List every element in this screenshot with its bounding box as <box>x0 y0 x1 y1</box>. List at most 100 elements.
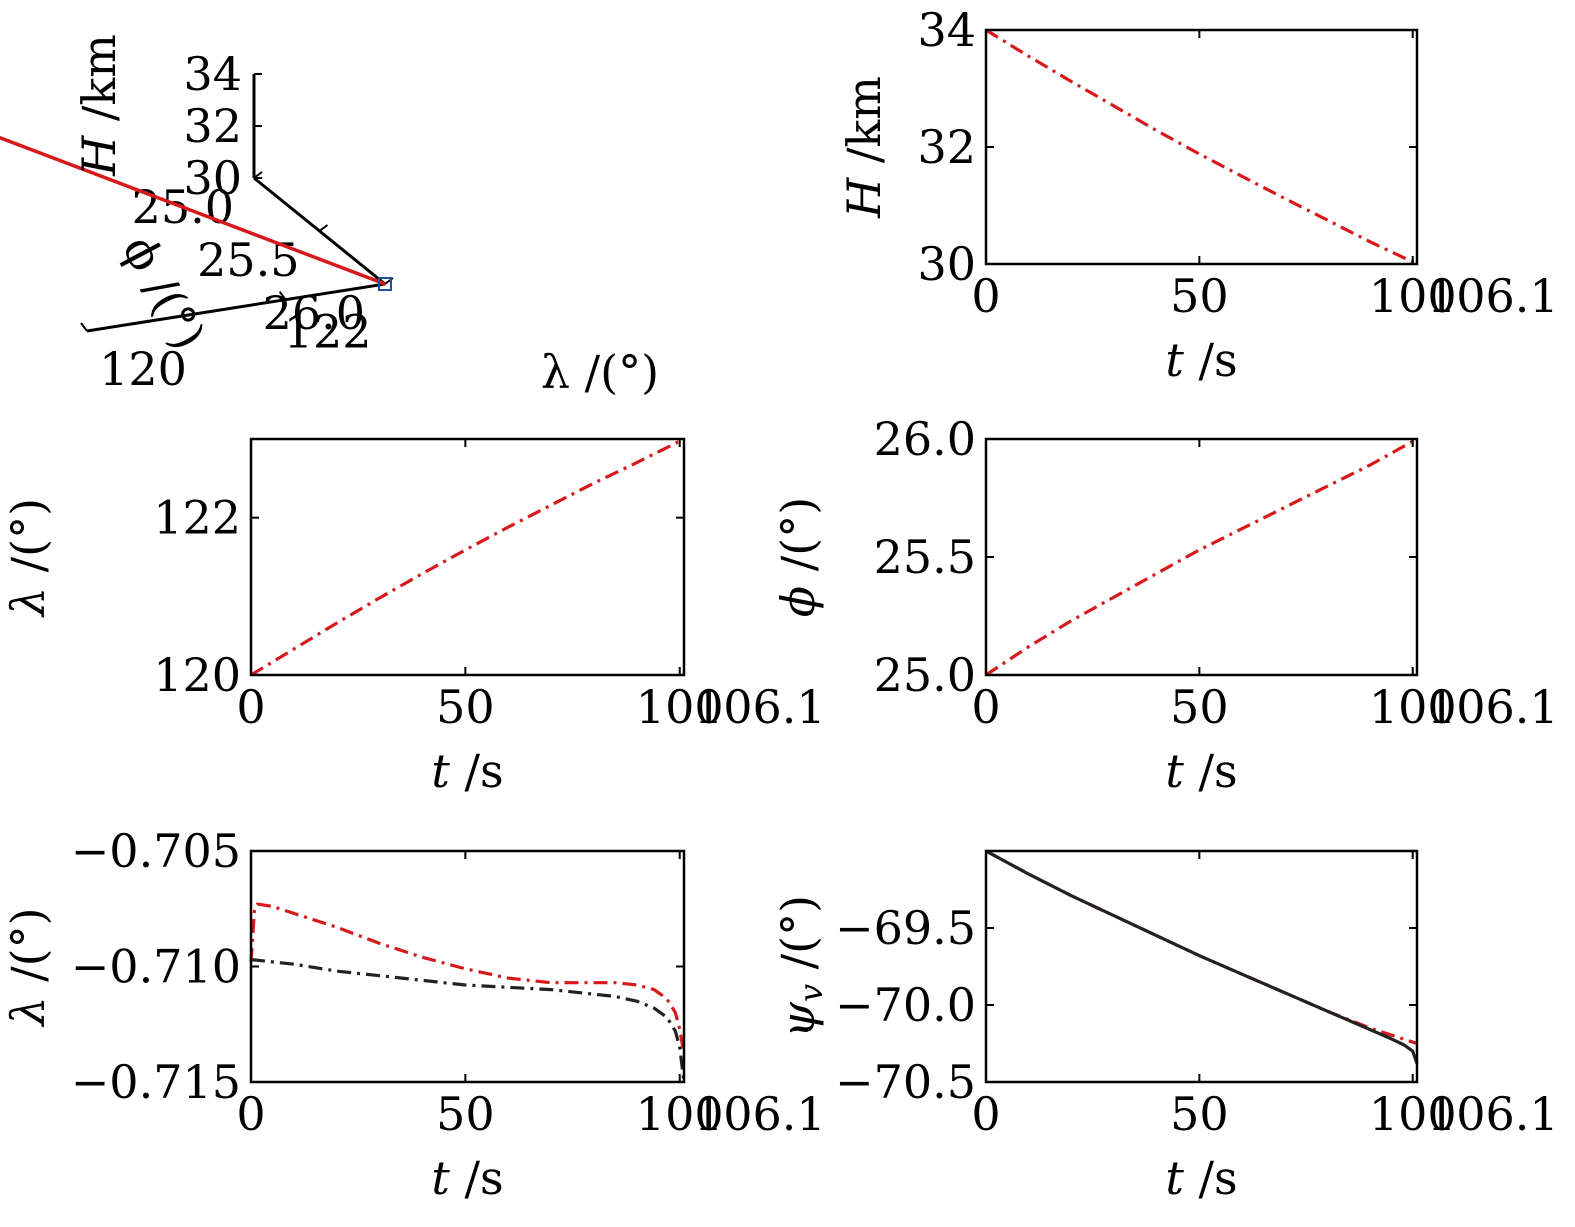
y-tick-label-lambda_t-1: 122 <box>153 491 241 545</box>
plot-frame-lambda_t <box>249 437 686 677</box>
x-axis-label-lambda_t: t /s <box>431 744 503 798</box>
y-tick-label-lambda2_t-0: −0.715 <box>71 1055 241 1109</box>
x-axis-symbol-lambda2_t: t <box>431 1151 450 1205</box>
x-axis-symbol-H_t: t <box>1165 333 1184 387</box>
y-axis-symbol-phi_t: ϕ <box>771 586 825 617</box>
y-tick-label-phi_t-2: 26.0 <box>874 412 976 466</box>
x-axis-unit-H_t: /s <box>1199 333 1238 387</box>
y-axis-unit-lambda_t: /(°) <box>1 498 55 572</box>
space <box>771 969 825 984</box>
y-axis-unit-lambda2_t: /(°) <box>1 907 55 981</box>
y-axis-symbol-psi_t: ψ <box>771 1001 825 1038</box>
y-axis-subscript-psi_t: v <box>792 984 830 1002</box>
trajectory-line-0 <box>0 135 386 286</box>
h-tick-label-1: 32 <box>183 99 242 153</box>
space <box>771 571 825 586</box>
x-tick-label-lambda_t-1: 50 <box>436 680 495 734</box>
phi-tick-label-1: 25.5 <box>197 233 299 287</box>
x-tick-label-psi_t-1: 50 <box>1170 1087 1229 1141</box>
y-tick-label-psi_t-2: −69.5 <box>835 901 976 955</box>
y-axis-unit-psi_t: /(°) <box>771 895 825 969</box>
x-axis-unit-phi_t: /s <box>1199 744 1238 798</box>
x-axis-symbol-phi_t: t <box>1165 744 1184 798</box>
x-tick-label-lambda2_t-0: 0 <box>236 1087 265 1141</box>
plot-frame-H_t <box>984 28 1419 266</box>
y-tick-label-lambda2_t-2: −0.705 <box>71 824 241 878</box>
y-tick-label-H_t-0: 30 <box>917 237 976 291</box>
x-axis-unit-lambda2_t: /s <box>465 1151 504 1205</box>
x-tick-label-lambda_t-2: 100 <box>636 680 724 734</box>
space <box>72 121 126 136</box>
x-axis-symbol-lambda_t: t <box>431 744 450 798</box>
series-line-psi_t-1 <box>985 849 1419 1065</box>
series-line-psi_t-0 <box>985 849 1418 1046</box>
x-axis-label-phi_t: t /s <box>1165 744 1237 798</box>
space <box>837 163 891 178</box>
lambda-tick-1 <box>278 291 287 301</box>
x-extra-tick-label-H_t: 106.1 <box>1427 269 1559 323</box>
x-axis-label-lambda2_t: t /s <box>431 1151 503 1205</box>
y-tick-label-phi_t-0: 25.0 <box>874 648 976 702</box>
x-extra-tick-label-lambda_t: 106.1 <box>694 680 826 734</box>
y-tick-label-lambda_t-0: 120 <box>153 648 241 702</box>
x-tick-label-phi_t-1: 50 <box>1170 680 1229 734</box>
y-tick-label-lambda2_t-1: −0.710 <box>71 940 241 994</box>
space <box>1184 1151 1199 1205</box>
x-extra-tick-label-phi_t: 106.1 <box>1427 680 1559 734</box>
y-axis-symbol-lambda_t: λ <box>1 587 55 618</box>
h-axis-unit: /km <box>72 34 126 121</box>
x-tick-label-psi_t-0: 0 <box>971 1087 1000 1141</box>
y-tick-label-H_t-2: 34 <box>917 3 976 57</box>
end-square-marker <box>378 277 392 291</box>
h-axis-symbol: H <box>72 135 126 177</box>
space <box>1184 744 1199 798</box>
lambda-tick-0 <box>80 322 88 332</box>
phi-tick-1 <box>318 224 329 232</box>
phi-tick-label-2: 26.0 <box>263 286 365 340</box>
space <box>1 982 55 997</box>
x-axis-label-H_t: t /s <box>1165 333 1237 387</box>
x-tick-label-phi_t-0: 0 <box>971 680 1000 734</box>
series-line-H_t-0 <box>985 28 1418 266</box>
y-axis-symbol-lambda2_t: λ <box>1 996 55 1027</box>
y-axis-label-lambda2_t: λ /(°) <box>1 907 55 1027</box>
h-tick-label-0: 30 <box>183 151 242 205</box>
x-tick-label-H_t-2: 100 <box>1369 269 1457 323</box>
y-tick-label-phi_t-1: 25.5 <box>874 530 976 584</box>
y-axis-unit-phi_t: /(°) <box>771 497 825 571</box>
x-axis-symbol-psi_t: t <box>1165 1151 1184 1205</box>
series-line-lambda2_t-0 <box>249 902 686 1055</box>
y-axis-label-H_t: H /km <box>837 76 891 219</box>
series-line-lambda_t-0 <box>250 437 685 677</box>
x-tick-label-lambda2_t-1: 50 <box>436 1087 495 1141</box>
x-tick-label-psi_t-2: 100 <box>1369 1087 1457 1141</box>
x-tick-label-phi_t-2: 100 <box>1369 680 1457 734</box>
space <box>450 1151 465 1205</box>
y-axis-label-psi_t: ψv /(°) <box>771 895 830 1038</box>
space <box>1 572 55 587</box>
series-line-phi_t-0 <box>985 437 1418 677</box>
x-axis-unit-lambda_t: /s <box>465 744 504 798</box>
x-tick-label-lambda_t-0: 0 <box>236 680 265 734</box>
x-axis-unit-psi_t: /s <box>1199 1151 1238 1205</box>
lambda-tick-label-0: 120 <box>99 342 187 396</box>
x-extra-tick-label-psi_t: 106.1 <box>1427 1087 1559 1141</box>
y-tick-label-psi_t-0: −70.5 <box>835 1055 976 1109</box>
h-tick-label-2: 34 <box>183 47 242 101</box>
y-axis-symbol-H_t: H <box>837 177 891 219</box>
y-axis-unit-H_t: /km <box>837 76 891 163</box>
y-tick-label-psi_t-1: −70.0 <box>835 978 976 1032</box>
y-axis-label-phi_t: ϕ /(°) <box>771 497 825 617</box>
space <box>1184 333 1199 387</box>
x-axis-label-psi_t: t /s <box>1165 1151 1237 1205</box>
y-axis-label-lambda_t: λ /(°) <box>1 498 55 618</box>
lambda-axis-line <box>86 282 386 333</box>
space <box>450 744 465 798</box>
y-tick-label-H_t-1: 32 <box>917 120 976 174</box>
lambda-tick-label-1: 122 <box>284 305 372 359</box>
